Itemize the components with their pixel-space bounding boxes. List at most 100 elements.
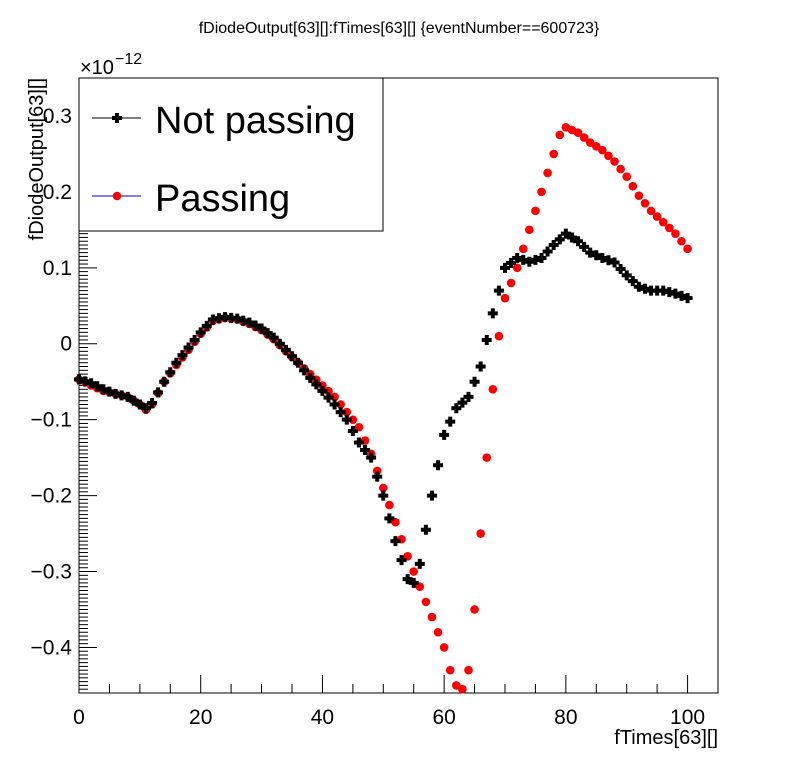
data-point xyxy=(665,223,674,233)
data-point xyxy=(652,285,663,296)
data-point xyxy=(639,283,650,294)
series-layer xyxy=(74,123,693,694)
data-point xyxy=(579,133,589,142)
data-point xyxy=(226,312,237,323)
y-exponent-label: ×10 xyxy=(80,57,114,79)
data-point xyxy=(627,276,638,287)
data-point xyxy=(463,391,474,402)
data-point xyxy=(378,490,389,501)
data-point xyxy=(402,574,413,585)
data-point xyxy=(323,392,334,403)
legend: Not passing Passing xyxy=(78,77,384,232)
data-point xyxy=(445,665,455,675)
data-point xyxy=(232,313,243,324)
data-point xyxy=(500,293,510,303)
data-point xyxy=(390,536,401,547)
data-point xyxy=(506,278,516,288)
data-point xyxy=(420,524,431,535)
data-point xyxy=(414,558,425,569)
data-point xyxy=(385,500,394,510)
data-point xyxy=(633,281,644,292)
data-point xyxy=(110,388,121,399)
data-point xyxy=(512,252,523,263)
data-point xyxy=(317,385,328,396)
data-point xyxy=(153,387,164,398)
data-point xyxy=(256,323,267,334)
data-point xyxy=(621,270,632,281)
data-point xyxy=(591,250,602,261)
data-point xyxy=(378,483,388,493)
data-point xyxy=(646,206,656,216)
y-axis-title: fDiodeOutput[63][] xyxy=(26,78,48,240)
y-tick-label: 0.1 xyxy=(43,257,72,280)
data-point xyxy=(451,403,462,414)
data-point xyxy=(470,605,479,614)
y-tick-label: −0.2 xyxy=(31,485,72,508)
data-point xyxy=(409,567,419,576)
data-point xyxy=(549,149,558,159)
data-point xyxy=(408,577,419,588)
x-axis: 0 20 40 60 80 100 xyxy=(73,675,719,729)
data-point xyxy=(336,400,345,409)
data-point xyxy=(421,597,431,607)
series-not-passing xyxy=(74,228,693,588)
data-point xyxy=(177,350,188,361)
data-point xyxy=(122,391,133,402)
data-point xyxy=(560,228,571,239)
data-point xyxy=(579,241,590,252)
data-point xyxy=(566,232,577,243)
data-point xyxy=(683,244,692,254)
data-point xyxy=(664,287,675,298)
data-point xyxy=(616,164,625,174)
data-point xyxy=(524,256,535,267)
data-point xyxy=(305,372,316,383)
data-point xyxy=(682,293,693,304)
legend-label-passing: Passing xyxy=(155,178,290,220)
data-point xyxy=(439,429,450,440)
data-point xyxy=(530,254,541,265)
data-point xyxy=(268,332,279,343)
data-point xyxy=(573,236,584,247)
data-point xyxy=(74,374,84,385)
data-point xyxy=(585,247,596,258)
data-point xyxy=(646,285,657,296)
data-point xyxy=(329,399,340,410)
data-point xyxy=(427,612,437,622)
data-point xyxy=(360,445,371,456)
data-point xyxy=(250,320,261,331)
data-point xyxy=(634,191,644,200)
data-point xyxy=(493,285,504,296)
data-point xyxy=(372,466,382,476)
data-point xyxy=(207,314,218,325)
x-tick-label: 100 xyxy=(670,706,705,729)
data-point xyxy=(299,365,310,376)
legend-cross-marker xyxy=(112,113,122,123)
data-point xyxy=(311,379,322,390)
data-point xyxy=(445,416,456,427)
data-point xyxy=(140,403,151,414)
y-tick-label: −0.3 xyxy=(31,561,72,584)
data-point xyxy=(426,490,437,501)
data-point xyxy=(134,399,145,410)
legend-box xyxy=(78,77,384,232)
data-point xyxy=(482,453,492,462)
legend-circle-marker xyxy=(112,191,122,201)
data-point xyxy=(165,367,176,378)
y-tick-label: 0.2 xyxy=(43,181,72,204)
data-point xyxy=(500,262,510,273)
data-point xyxy=(676,290,687,301)
data-point xyxy=(615,263,626,274)
data-point xyxy=(458,684,467,694)
data-point xyxy=(573,128,583,137)
data-point xyxy=(494,331,504,341)
data-point xyxy=(652,212,662,221)
legend-marker-passing xyxy=(112,191,122,201)
data-point xyxy=(537,187,546,197)
data-point xyxy=(536,252,547,263)
data-point xyxy=(640,198,650,208)
data-point xyxy=(104,386,115,397)
data-point xyxy=(98,384,109,395)
x-tick-label: 80 xyxy=(554,706,577,729)
data-point xyxy=(366,452,377,463)
data-point xyxy=(598,145,607,155)
